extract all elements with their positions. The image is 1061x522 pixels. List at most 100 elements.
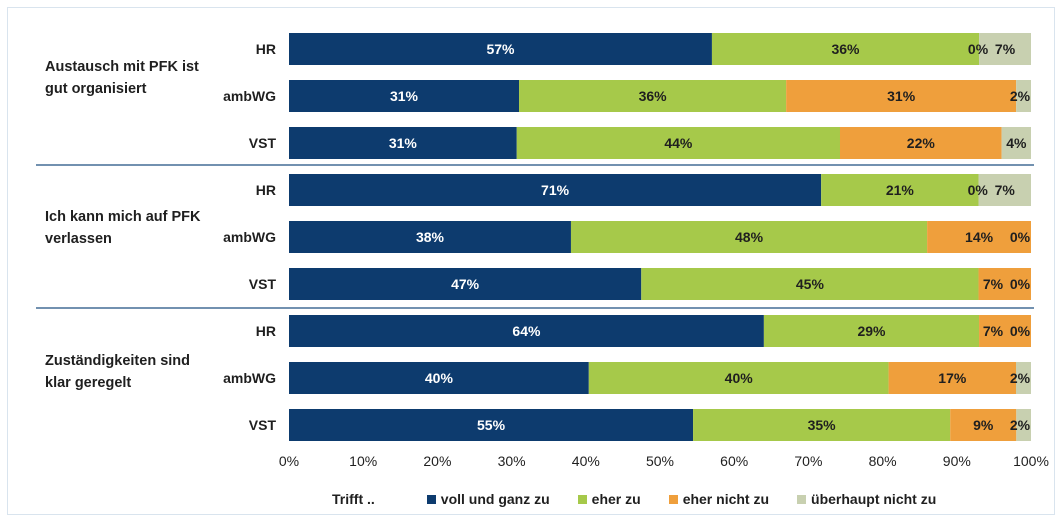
data-label: 0% (1010, 276, 1031, 292)
category-labels-layer: HR ambWG VST HR ambWG VST HR ambWG VST (223, 41, 276, 433)
legend-label-eher: eher zu (591, 491, 641, 507)
bar-segment (588, 362, 889, 394)
bar-segment (711, 33, 980, 65)
data-label: 36% (831, 41, 860, 57)
bar-segment (289, 315, 764, 347)
x-tick-label: 50% (646, 453, 674, 469)
data-label: 47% (451, 276, 480, 292)
bar-segment (1016, 362, 1031, 394)
data-label: 7% (983, 323, 1004, 339)
bar-segment (763, 315, 980, 347)
bar-segment (570, 221, 928, 253)
data-label: 0% (1010, 323, 1031, 339)
x-tick-label: 70% (794, 453, 822, 469)
data-label: 40% (725, 370, 754, 386)
data-label: 0% (1010, 229, 1031, 245)
data-label: 38% (416, 229, 445, 245)
data-label: 14% (965, 229, 994, 245)
legend-item-voll: voll und ganz zu (426, 491, 550, 507)
data-label: 29% (857, 323, 886, 339)
x-tick-label: 80% (869, 453, 897, 469)
category-label-ambwg: ambWG (223, 370, 276, 386)
data-label: 17% (938, 370, 967, 386)
data-label: 31% (390, 88, 419, 104)
data-label: 64% (512, 323, 541, 339)
data-label: 40% (425, 370, 454, 386)
bar-segment (927, 221, 1031, 253)
category-label-vst: VST (249, 417, 277, 433)
bar-segment (516, 127, 840, 159)
legend-item-eher: eher zu (577, 491, 641, 507)
bar-segment (289, 174, 822, 206)
data-labels-layer: 57% 36% 0% 7% 31% 36% 31% 2% 31% 44% 22% 4% 71% 21% 0%… (389, 41, 1031, 433)
data-label: 35% (808, 417, 837, 433)
group-separators (36, 164, 1034, 309)
category-label-ambwg: ambWG (223, 88, 276, 104)
bar-segment (979, 315, 1031, 347)
x-tick-label: 40% (572, 453, 600, 469)
data-label: 31% (887, 88, 916, 104)
legend-swatch-eher-nicht (668, 494, 678, 504)
bar-segment (786, 80, 1017, 112)
category-label-vst: VST (249, 276, 277, 292)
data-label: 7% (995, 182, 1016, 198)
bar-segment (289, 268, 642, 300)
legend-item-ueberhaupt: überhaupt nicht zu (797, 491, 936, 507)
data-label: 44% (664, 135, 693, 151)
bar-segment (289, 221, 571, 253)
chart-frame (7, 7, 1055, 515)
group-label-1: Ich kann mich auf PFK verlassen (45, 209, 201, 247)
bar-segment (978, 174, 1031, 206)
data-label: 48% (735, 229, 764, 245)
x-tick-label: 0% (279, 453, 299, 469)
category-label-hr: HR (256, 41, 276, 57)
data-label: 9% (973, 417, 994, 433)
bar-segment (979, 33, 1031, 65)
bar-segment (641, 268, 979, 300)
legend-title: Trifft .. (332, 491, 375, 507)
group-label-2: Zuständigkeiten sind klar geregelt (45, 353, 191, 391)
x-tick-label: 10% (349, 453, 377, 469)
data-label: 2% (1010, 370, 1031, 386)
bar-segment (289, 362, 589, 394)
legend-swatch-ueberhaupt (797, 494, 807, 504)
legend-item-eher-nicht: eher nicht zu (668, 491, 770, 507)
legend-label-eher-nicht: eher nicht zu (682, 491, 770, 507)
data-label: 2% (1010, 417, 1031, 433)
data-label: 55% (477, 417, 506, 433)
data-label: 4% (1006, 135, 1027, 151)
x-tick-label: 90% (943, 453, 971, 469)
category-label-vst: VST (249, 135, 277, 151)
bars-layer (289, 33, 1031, 441)
bar-segment (839, 127, 1002, 159)
legend-swatch-voll (426, 494, 436, 504)
bar-segment (1016, 80, 1031, 112)
legend-label-voll: voll und ganz zu (440, 491, 550, 507)
category-label-hr: HR (256, 182, 276, 198)
data-label: 45% (796, 276, 825, 292)
data-label: 0% (968, 182, 989, 198)
data-label: 31% (389, 135, 418, 151)
bar-segment (289, 80, 520, 112)
data-label: 2% (1010, 88, 1031, 104)
data-label: 57% (486, 41, 515, 57)
bar-segment (888, 362, 1017, 394)
bar-segment (978, 268, 1031, 300)
bar-segment (519, 80, 787, 112)
x-tick-label: 30% (498, 453, 526, 469)
data-label: 71% (541, 182, 570, 198)
bar-segment (693, 409, 951, 441)
data-label: 21% (886, 182, 915, 198)
bar-segment (1001, 127, 1031, 159)
x-tick-label: 20% (423, 453, 451, 469)
x-axis: 0% 10% 20% 30% 40% 50% 60% 70% 80% 90% 100% (279, 453, 1049, 469)
bar-segment (821, 174, 979, 206)
legend: Trifft .. voll und ganz zu eher zu eher … (332, 489, 964, 509)
bar-segment (1016, 409, 1031, 441)
bar-segment (289, 33, 712, 65)
data-label: 36% (639, 88, 668, 104)
legend-swatch-eher (577, 494, 587, 504)
data-label: 0% (968, 41, 989, 57)
x-tick-label: 60% (720, 453, 748, 469)
